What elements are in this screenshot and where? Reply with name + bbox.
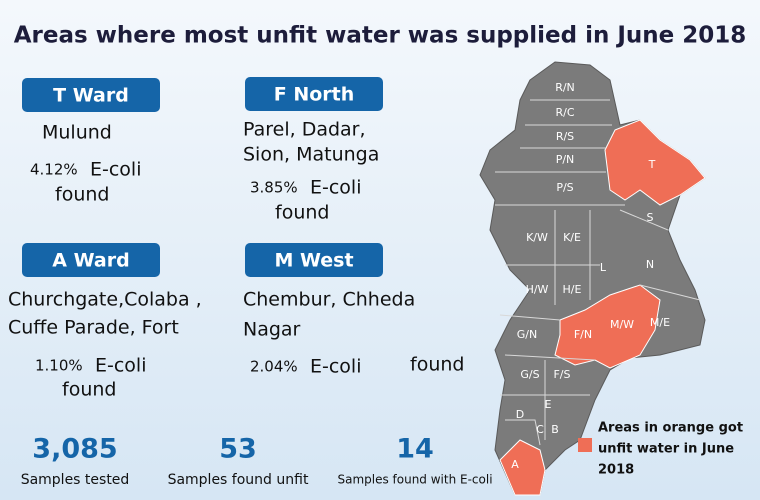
ward-code: H/W — [526, 283, 549, 296]
ward-areas: Chembur, Chheda — [243, 289, 415, 311]
ward-areas: Sion, Matunga — [243, 144, 379, 166]
stat-label: Samples found with E-coli — [337, 473, 492, 487]
ward-code: P/N — [556, 153, 575, 166]
ward-found: found — [410, 354, 464, 376]
ward-pct: 2.04% — [250, 358, 298, 376]
ward-areas: Nagar — [243, 319, 301, 341]
ward-name: F North — [274, 84, 355, 106]
ward-pct: 3.85% — [250, 179, 298, 197]
ward-areas: Churchgate,Colaba , — [8, 289, 202, 311]
ward-code: D — [516, 408, 524, 421]
ward-name: M West — [274, 250, 353, 272]
ward-code: H/E — [563, 283, 582, 296]
ward-code: N — [646, 258, 654, 271]
title: Areas where most unfit water was supplie… — [14, 23, 747, 49]
ward-code: S — [647, 211, 654, 224]
stat-value: 3,085 — [32, 434, 117, 465]
ward-code: K/W — [526, 231, 548, 244]
orange-ward — [499, 439, 546, 496]
stat-value: 14 — [396, 434, 434, 465]
ward-code: R/N — [555, 81, 575, 94]
ward-code: R/S — [556, 130, 574, 143]
legend-text: unfit water in June — [598, 442, 734, 457]
ward-code: C — [536, 423, 544, 436]
ward-badge — [245, 243, 383, 277]
legend-text: Areas in orange got — [598, 421, 743, 436]
stat-value: 53 — [219, 434, 257, 465]
ward-areas: Mulund — [42, 122, 112, 144]
orange-ward — [604, 119, 706, 206]
ward-pct: 4.12% — [30, 161, 78, 179]
ward-code: B — [551, 423, 559, 436]
orange-ward — [554, 284, 661, 369]
ward-code: A — [511, 458, 519, 471]
ward-code: P/S — [556, 181, 573, 194]
ward-code: G/S — [520, 368, 539, 381]
ward-badge — [22, 243, 160, 277]
ward-code: F/N — [574, 328, 592, 341]
ward-label: E-coli — [310, 356, 362, 378]
ward-badge — [22, 78, 160, 112]
ward-code: T — [648, 158, 656, 171]
ward-found: found — [62, 379, 116, 401]
ward-code: R/C — [555, 106, 574, 119]
ward-name: A Ward — [52, 250, 129, 272]
ward-label: E-coli — [90, 159, 142, 181]
ward-borders — [495, 99, 701, 446]
map — [479, 61, 706, 496]
legend-text: 2018 — [598, 463, 634, 478]
ward-name: T Ward — [53, 85, 129, 107]
ward-pct: 1.10% — [35, 357, 83, 375]
ward-code: L — [600, 261, 607, 274]
ward-code: E — [545, 398, 552, 411]
ward-code: K/E — [563, 231, 581, 244]
ward-found: found — [275, 202, 329, 224]
legend-swatch — [578, 438, 592, 452]
ward-badge — [245, 77, 383, 111]
ward-code: G/N — [517, 328, 537, 341]
ward-areas: Parel, Dadar, — [243, 119, 366, 141]
ward-found: found — [55, 184, 109, 206]
stat-label: Samples found unfit — [168, 472, 309, 488]
ward-label: E-coli — [95, 355, 147, 377]
ward-label: E-coli — [310, 177, 362, 199]
ward-code: F/S — [553, 368, 570, 381]
ward-code: M/E — [650, 316, 670, 329]
ward-code: M/W — [610, 318, 634, 331]
ward-areas: Cuffe Parade, Fort — [8, 317, 179, 339]
stat-label: Samples tested — [21, 472, 130, 488]
